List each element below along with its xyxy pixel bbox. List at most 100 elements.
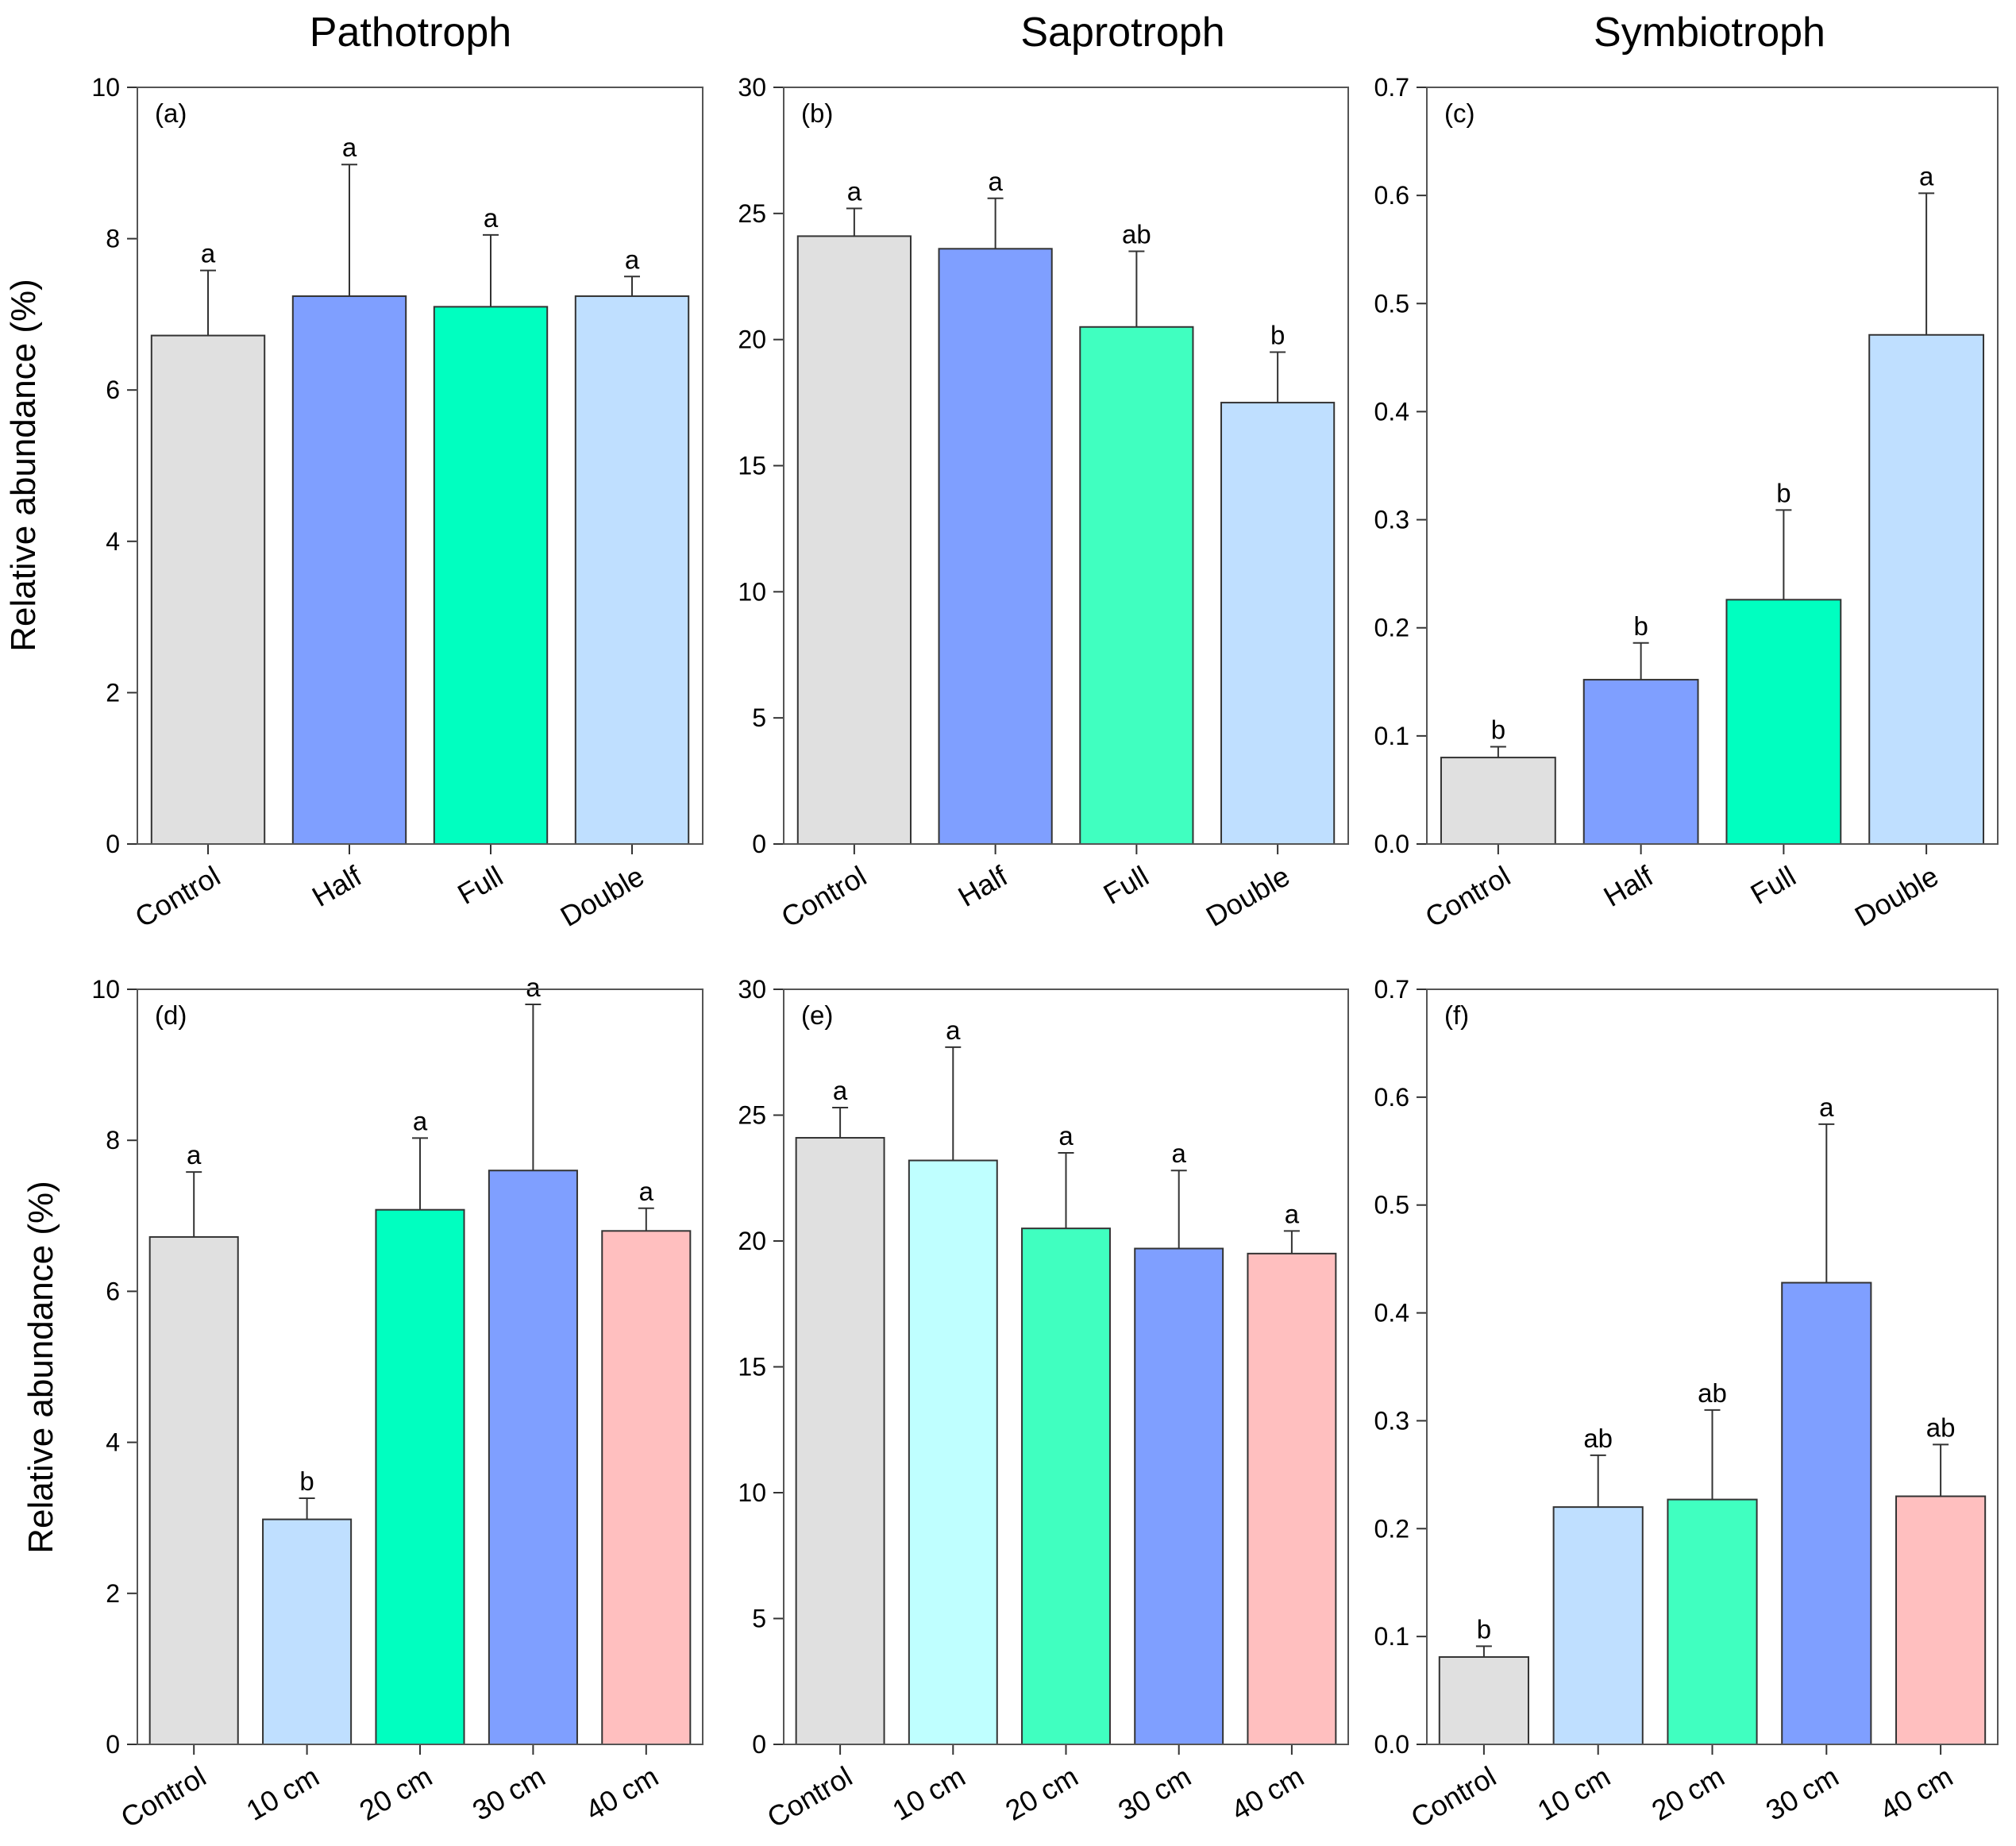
x-tick-label: Half — [953, 859, 1014, 913]
y-tick-label: 10 — [738, 577, 766, 606]
significance-letter: a — [201, 239, 216, 268]
y-tick-label: 20 — [738, 326, 766, 354]
chart-panel-b: a Control a Half ab Full b Double 0 5 10 15 20 25 30 (b… — [738, 73, 1349, 934]
bar — [1552, 1506, 1644, 1745]
column-title-pathotroph: Pathotroph — [310, 10, 511, 56]
bar — [1220, 402, 1336, 846]
y-tick-label: 8 — [106, 225, 120, 253]
y-tick-label: 0.0 — [1374, 1730, 1409, 1759]
bar — [1247, 1252, 1337, 1745]
y-tick-label: 0.4 — [1374, 397, 1409, 426]
x-tick-label: 30 cm — [467, 1759, 550, 1827]
bar — [433, 306, 549, 845]
y-axis-label: Relative abundance (%) — [4, 279, 43, 652]
significance-letter: a — [342, 133, 357, 162]
bar — [1725, 599, 1842, 845]
x-tick-label: Control — [115, 1759, 211, 1834]
plot-frame — [137, 989, 703, 1745]
x-tick-label: Double — [555, 859, 650, 933]
bar — [291, 295, 407, 845]
y-tick-label: 25 — [738, 199, 766, 228]
y-tick-label: 2 — [106, 1579, 120, 1608]
bar — [1868, 333, 1985, 845]
significance-letter: a — [413, 1106, 428, 1135]
panel-label: (c) — [1444, 98, 1474, 128]
x-tick-label: Full — [1098, 859, 1154, 911]
x-tick-label: Double — [1201, 859, 1295, 933]
y-tick-label: 0.1 — [1374, 722, 1409, 750]
plot-frame — [783, 87, 1349, 845]
y-tick-label: 30 — [738, 73, 766, 102]
significance-letter: b — [1776, 478, 1791, 507]
x-tick-label: 20 cm — [354, 1759, 438, 1827]
significance-letter: a — [946, 1015, 961, 1045]
bar — [262, 1518, 353, 1746]
y-tick-label: 0 — [752, 830, 766, 858]
y-tick-label: 30 — [738, 975, 766, 1004]
significance-letter: a — [484, 203, 499, 233]
significance-letter: a — [833, 1076, 848, 1105]
y-tick-label: 0.1 — [1374, 1622, 1409, 1651]
y-tick-label: 0.6 — [1374, 181, 1409, 210]
significance-letter: a — [639, 1177, 654, 1206]
y-tick-label: 0.7 — [1374, 73, 1409, 102]
significance-letter: ab — [1583, 1424, 1613, 1453]
y-tick-label: 10 — [91, 73, 120, 102]
y-axis-label: Relative abundance (%) — [21, 1181, 60, 1554]
panel-label: (d) — [155, 1000, 187, 1030]
x-tick-label: 40 cm — [580, 1759, 663, 1827]
x-tick-label: Full — [1745, 859, 1802, 911]
bar — [375, 1208, 465, 1745]
bar — [908, 1159, 998, 1746]
x-tick-label: Control — [129, 859, 225, 934]
x-tick-label: 10 cm — [241, 1759, 324, 1827]
y-tick-label: 4 — [106, 527, 120, 556]
x-tick-label: Control — [1420, 859, 1516, 934]
panel-label: (e) — [801, 1000, 833, 1030]
y-tick-label: 0 — [752, 1730, 766, 1759]
y-tick-label: 0.7 — [1374, 975, 1409, 1004]
bar — [1079, 326, 1194, 845]
significance-letter: a — [988, 167, 1003, 196]
y-tick-label: 0 — [106, 1730, 120, 1759]
bar — [796, 235, 912, 845]
bar — [148, 1235, 239, 1745]
x-tick-label: 10 cm — [887, 1759, 970, 1827]
chart-panel-f: b Control ab 10 cm ab 20 cm a 30 cm ab 40 cm 0.0 0.… — [1374, 975, 1999, 1834]
y-tick-label: 8 — [106, 1126, 120, 1154]
y-tick-label: 25 — [738, 1101, 766, 1130]
significance-letter: ab — [1122, 219, 1151, 249]
x-tick-label: 20 cm — [1646, 1759, 1729, 1827]
y-tick-label: 6 — [106, 376, 120, 404]
y-tick-label: 10 — [738, 1478, 766, 1507]
bar — [1440, 757, 1556, 845]
y-tick-label: 0.3 — [1374, 506, 1409, 534]
x-tick-label: Half — [306, 859, 368, 913]
bar — [1781, 1281, 1872, 1745]
y-tick-label: 4 — [106, 1428, 120, 1457]
y-tick-label: 0.2 — [1374, 614, 1409, 642]
bar — [1134, 1247, 1224, 1745]
significance-letter: a — [847, 176, 862, 206]
significance-letter: a — [1919, 161, 1934, 191]
y-tick-label: 15 — [738, 1353, 766, 1382]
y-tick-label: 0.5 — [1374, 1191, 1409, 1220]
significance-letter: a — [1285, 1199, 1300, 1228]
x-tick-label: Control — [761, 1759, 858, 1834]
panel-label: (a) — [155, 98, 187, 128]
x-tick-label: 10 cm — [1532, 1759, 1615, 1827]
column-title-symbiotroph: Symbiotroph — [1594, 10, 1825, 56]
x-tick-label: 40 cm — [1875, 1759, 1958, 1827]
significance-letter: a — [1172, 1139, 1187, 1168]
significance-letter: b — [299, 1466, 314, 1496]
significance-letter: a — [526, 973, 541, 1002]
x-tick-label: Control — [1405, 1759, 1501, 1834]
x-tick-label: 30 cm — [1112, 1759, 1196, 1827]
bar — [795, 1137, 885, 1745]
y-tick-label: 0.4 — [1374, 1299, 1409, 1328]
column-title-saprotroph: Saprotroph — [1020, 10, 1224, 56]
bar — [601, 1230, 692, 1745]
chart-panel-a: a Control a Half a Full a Double 0 2 4 6 8 10 (a) Relat… — [4, 73, 703, 934]
y-tick-label: 5 — [752, 1605, 766, 1633]
